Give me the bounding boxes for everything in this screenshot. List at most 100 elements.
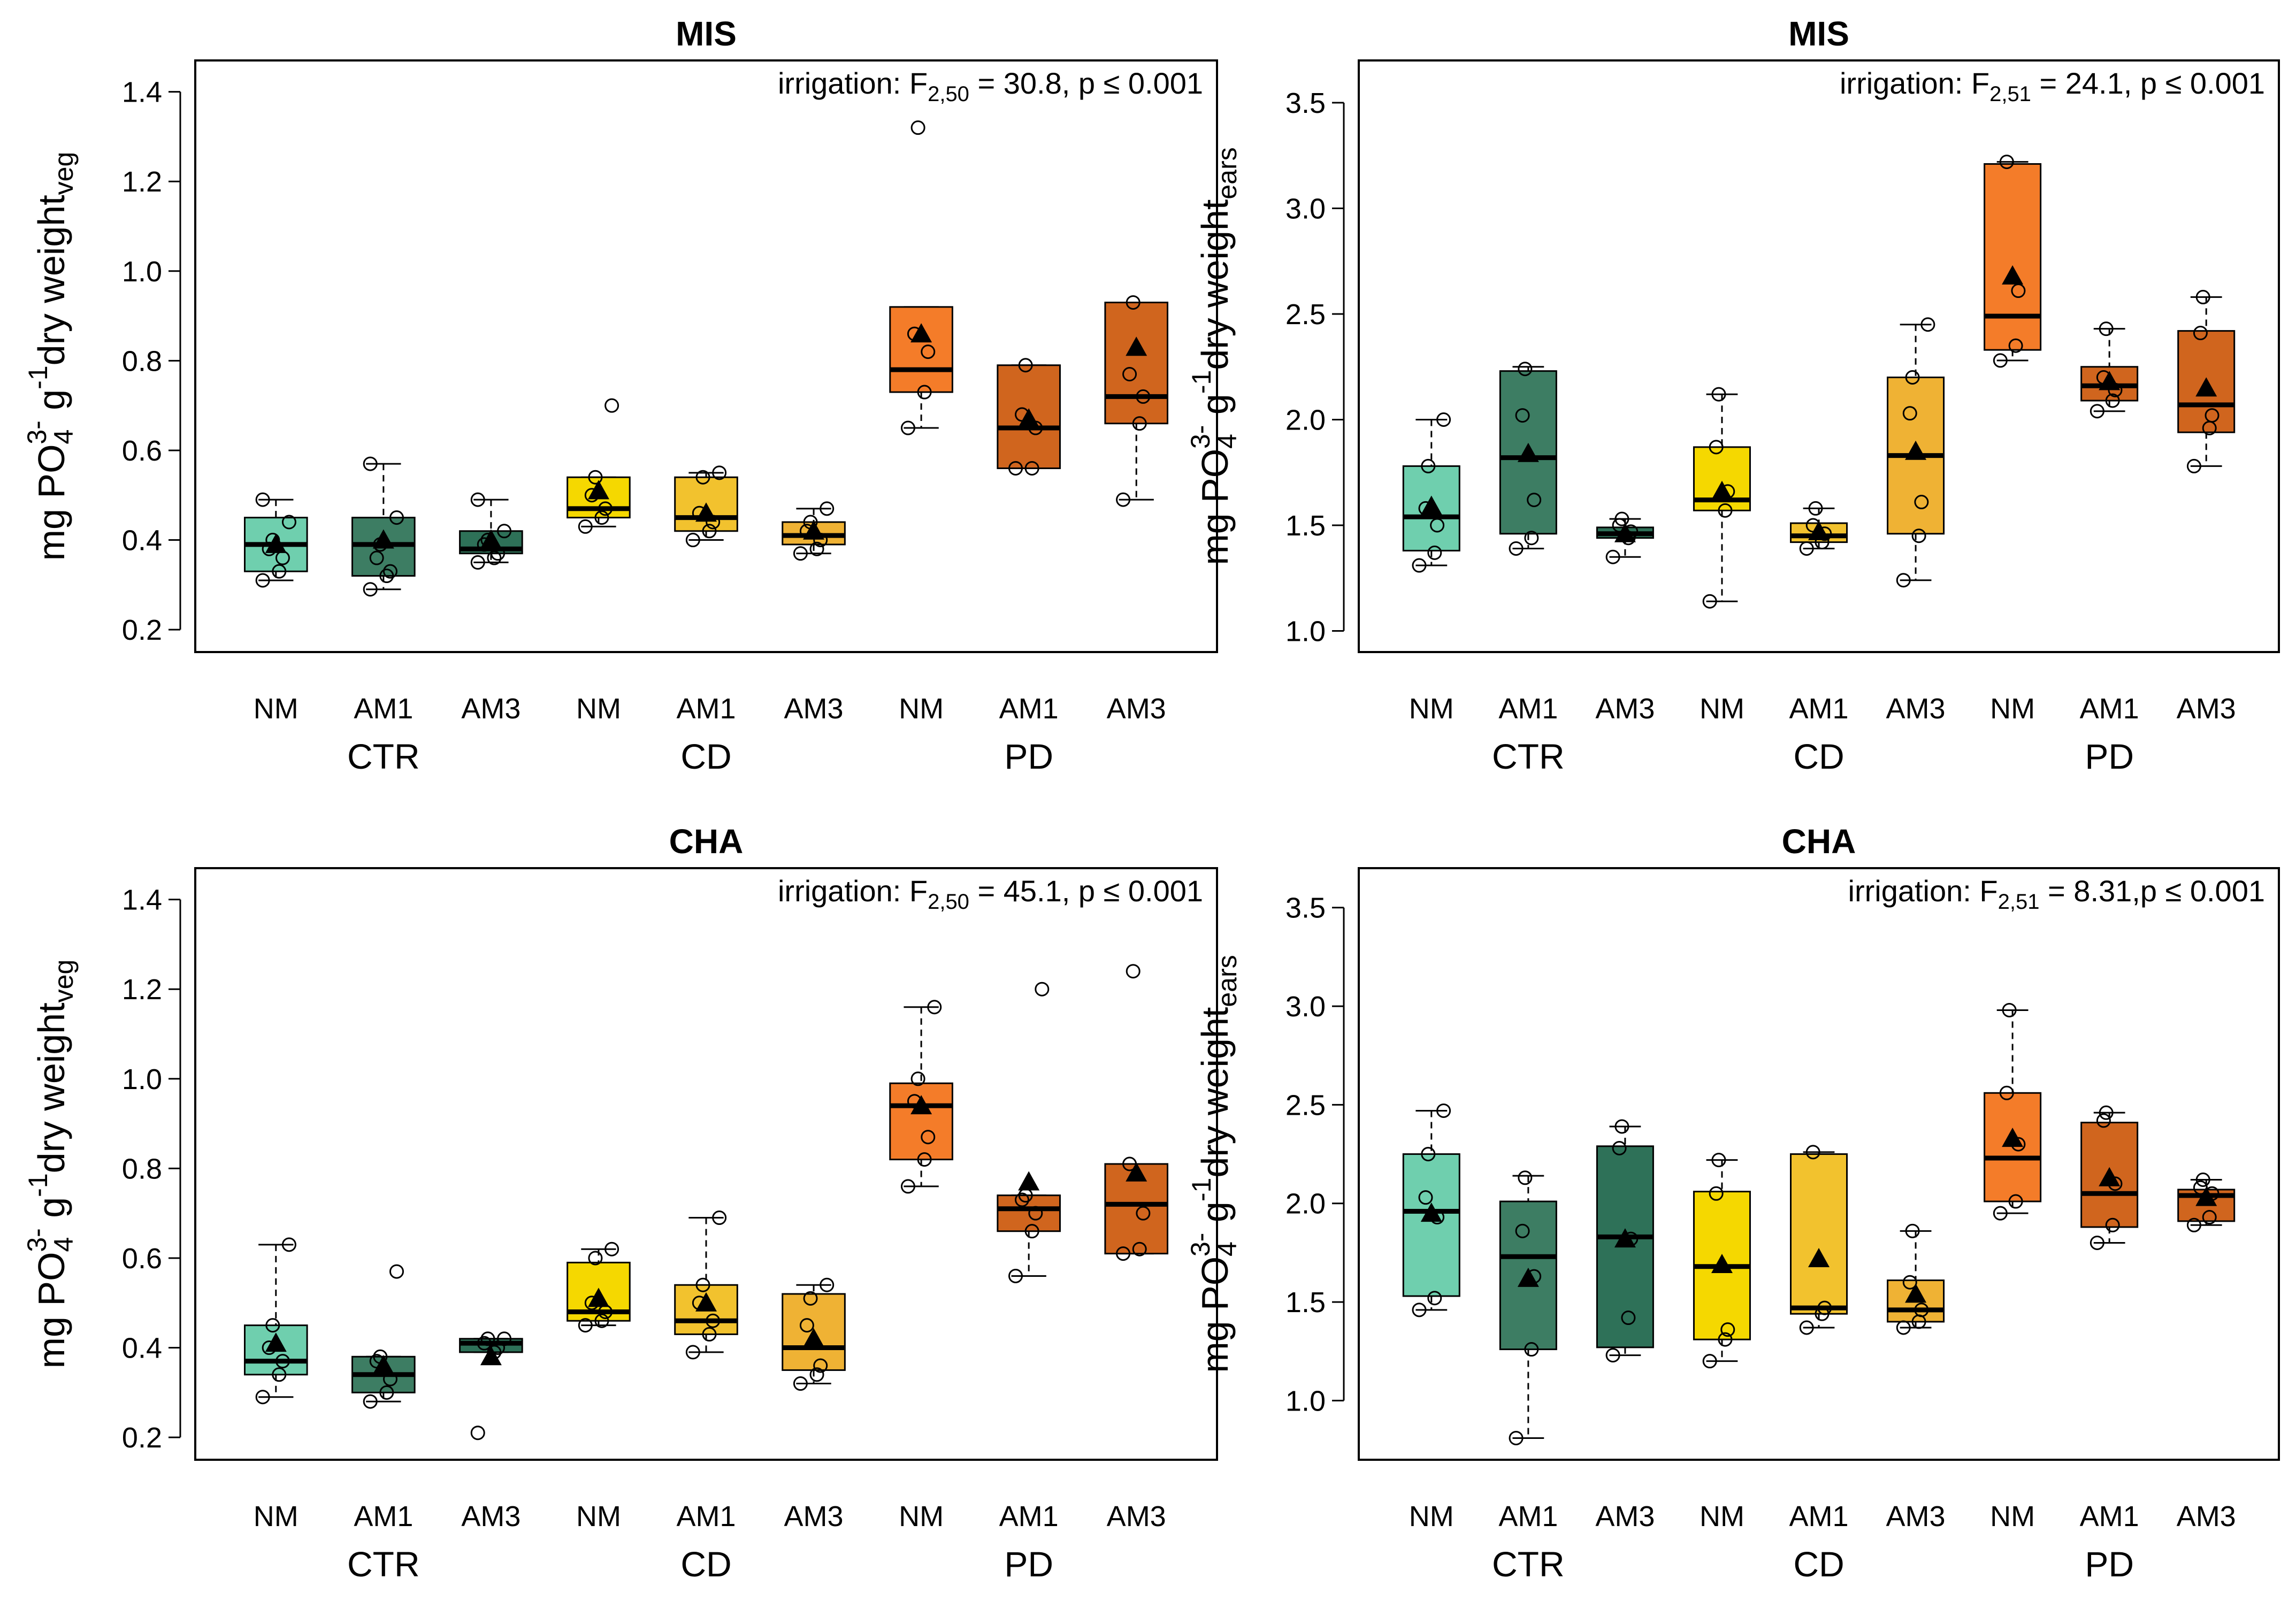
mean-marker (1808, 1247, 1830, 1267)
x-tick-label: NM (254, 1500, 299, 1533)
data-point (1621, 1311, 1636, 1325)
x-tick-label: AM1 (1498, 1500, 1558, 1533)
box-CTR-NM (243, 1237, 308, 1405)
y-label-subscript: ears (1212, 147, 1242, 199)
y-tick-label: 0.2 (122, 1422, 162, 1454)
x-tick-label: AM1 (2080, 693, 2139, 725)
box-CD-AM3 (1887, 1223, 1945, 1335)
annotation: irrigation: F2,51 = 8.31,p ≤ 0.001 (1848, 874, 2265, 914)
data-point (695, 470, 710, 485)
annotation-text: irrigation: F (1848, 874, 1998, 908)
x-tick-label: AM3 (784, 693, 844, 725)
data-point (1605, 1348, 1620, 1363)
data-point (389, 1264, 404, 1279)
mean-marker (695, 1292, 717, 1312)
data-point (1914, 1302, 1929, 1317)
data-point (900, 1179, 915, 1194)
data-point (1028, 1206, 1043, 1221)
data-point (685, 533, 700, 548)
data-point (1614, 1119, 1629, 1134)
data-point (820, 1277, 835, 1292)
y-label-rest: dry weight (30, 195, 72, 365)
data-point (1902, 406, 1917, 421)
data-point (702, 524, 717, 539)
y-label-main: mg PO (1194, 1256, 1236, 1373)
mean-marker (2002, 265, 2024, 285)
y-tick-label: 2.0 (1285, 404, 1326, 436)
mean-marker (1126, 1162, 1147, 1182)
mean-marker (1420, 495, 1442, 515)
data-point (382, 564, 397, 579)
box-CTR-AM3 (459, 1331, 523, 1441)
mean-marker (910, 323, 932, 343)
data-point (497, 524, 512, 539)
panel-title: MIS (1788, 14, 1849, 53)
data-point (1799, 1320, 1814, 1335)
data-point (588, 1251, 603, 1266)
y-tick-label: 2.5 (1285, 298, 1326, 331)
annotation-stat: = 45.1, p ≤ 0.001 (969, 874, 1203, 908)
mean-marker (1018, 408, 1040, 428)
mean-marker (2195, 1186, 2217, 1206)
y-axis-label: mg PO43- g-1dry weightveg (22, 960, 79, 1369)
mean-marker (910, 1095, 932, 1115)
y-tick-label: 0.8 (122, 345, 162, 377)
data-point (477, 1336, 492, 1351)
x-group-label: CD (1793, 737, 1844, 776)
data-point (1122, 367, 1137, 382)
x-tick-label: AM1 (999, 1500, 1059, 1533)
data-point (1911, 528, 1926, 543)
data-point (1418, 1190, 1433, 1205)
data-point (1126, 964, 1141, 979)
annotation: irrigation: F2,50 = 30.8, p ≤ 0.001 (778, 66, 1203, 106)
data-point (363, 456, 378, 471)
y-tick-label: 0.8 (122, 1153, 162, 1185)
data-point (2205, 408, 2220, 423)
data-point (1132, 1242, 1147, 1256)
data-point (1008, 1268, 1023, 1283)
box-CTR-AM1 (1499, 362, 1557, 556)
data-point (1718, 1332, 1733, 1347)
data-point (1905, 370, 1920, 385)
data-point (1702, 1354, 1717, 1369)
data-point (281, 515, 296, 530)
data-point (1515, 1223, 1530, 1238)
annotation: irrigation: F2,51 = 24.1, p ≤ 0.001 (1840, 66, 2265, 106)
mean-marker (265, 533, 287, 553)
y-label-subscript: ears (1212, 955, 1242, 1007)
box-PD-AM3 (1104, 964, 1169, 1261)
data-point (1896, 1320, 1911, 1335)
data-point (910, 1071, 925, 1086)
x-tick-label: AM1 (676, 693, 736, 725)
box-CD-AM3 (782, 1277, 846, 1391)
mean-marker (480, 1346, 502, 1366)
data-point (2008, 338, 2023, 353)
annotation-text: irrigation: F (778, 874, 928, 908)
y-tick-label: 1.0 (1285, 616, 1326, 648)
panel-2: MIS 1.0 1.5 2.0 2.5 3.0 3.5 mg PO43- g-1dry wei… (1185, 14, 2280, 776)
x-tick-label: AM1 (354, 1500, 413, 1533)
mean-marker (587, 480, 609, 500)
data-point (255, 1390, 270, 1405)
data-point (1035, 982, 1050, 997)
mean-marker (1018, 1171, 1040, 1191)
box-PD-AM1 (997, 358, 1061, 476)
data-point (1008, 461, 1023, 476)
data-point (470, 492, 485, 507)
y-tick-label: 3.0 (1285, 991, 1326, 1023)
data-point (1116, 492, 1131, 507)
data-point (1808, 501, 1823, 516)
box-PD-NM (1984, 155, 2042, 368)
y-label-superscript-charge: 3- (22, 420, 52, 444)
data-point (604, 1242, 619, 1256)
data-point (1902, 1275, 1917, 1290)
box-PD-AM3 (2177, 289, 2236, 473)
x-tick-label: AM3 (461, 1500, 521, 1533)
data-point (2099, 1105, 2114, 1120)
mean-marker (2099, 1167, 2121, 1186)
annotation-stat: = 8.31,p ≤ 0.001 (2039, 874, 2265, 908)
data-point (1914, 495, 1929, 510)
data-point (470, 555, 485, 570)
data-point (2193, 326, 2208, 341)
